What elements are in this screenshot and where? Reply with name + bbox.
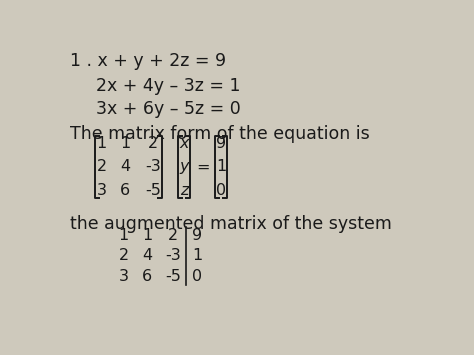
Text: 2x + 4y – 3z = 1: 2x + 4y – 3z = 1	[96, 77, 240, 95]
Text: 9: 9	[216, 136, 226, 151]
Text: -3: -3	[165, 248, 181, 263]
Text: 3: 3	[118, 269, 128, 284]
Text: 3x + 6y – 5z = 0: 3x + 6y – 5z = 0	[96, 100, 241, 118]
Text: 1: 1	[142, 228, 153, 243]
Text: =: =	[196, 159, 209, 174]
Text: 6: 6	[142, 269, 153, 284]
Text: 1: 1	[96, 136, 107, 151]
Text: 0: 0	[216, 183, 226, 198]
Text: 1 . x + y + 2z = 9: 1 . x + y + 2z = 9	[70, 52, 227, 70]
Text: -3: -3	[145, 159, 161, 174]
Text: 2: 2	[96, 159, 107, 174]
Text: 2: 2	[168, 228, 178, 243]
Text: 2: 2	[148, 136, 158, 151]
Text: 1: 1	[120, 136, 130, 151]
Text: 4: 4	[142, 248, 153, 263]
Text: -5: -5	[165, 269, 181, 284]
Text: 4: 4	[120, 159, 130, 174]
Text: 1: 1	[118, 228, 128, 243]
Text: 3: 3	[97, 183, 107, 198]
Text: 2: 2	[118, 248, 128, 263]
Text: 0: 0	[192, 269, 202, 284]
Text: the augmented matrix of the system: the augmented matrix of the system	[70, 215, 392, 233]
Text: 1: 1	[216, 159, 226, 174]
Text: -5: -5	[145, 183, 161, 198]
Text: z: z	[180, 183, 188, 198]
Text: x: x	[179, 136, 189, 151]
Text: The matrix form of the equation is: The matrix form of the equation is	[70, 125, 370, 143]
Text: y: y	[179, 159, 189, 174]
Text: 1: 1	[192, 248, 202, 263]
Text: 6: 6	[120, 183, 130, 198]
Text: 9: 9	[192, 228, 202, 243]
